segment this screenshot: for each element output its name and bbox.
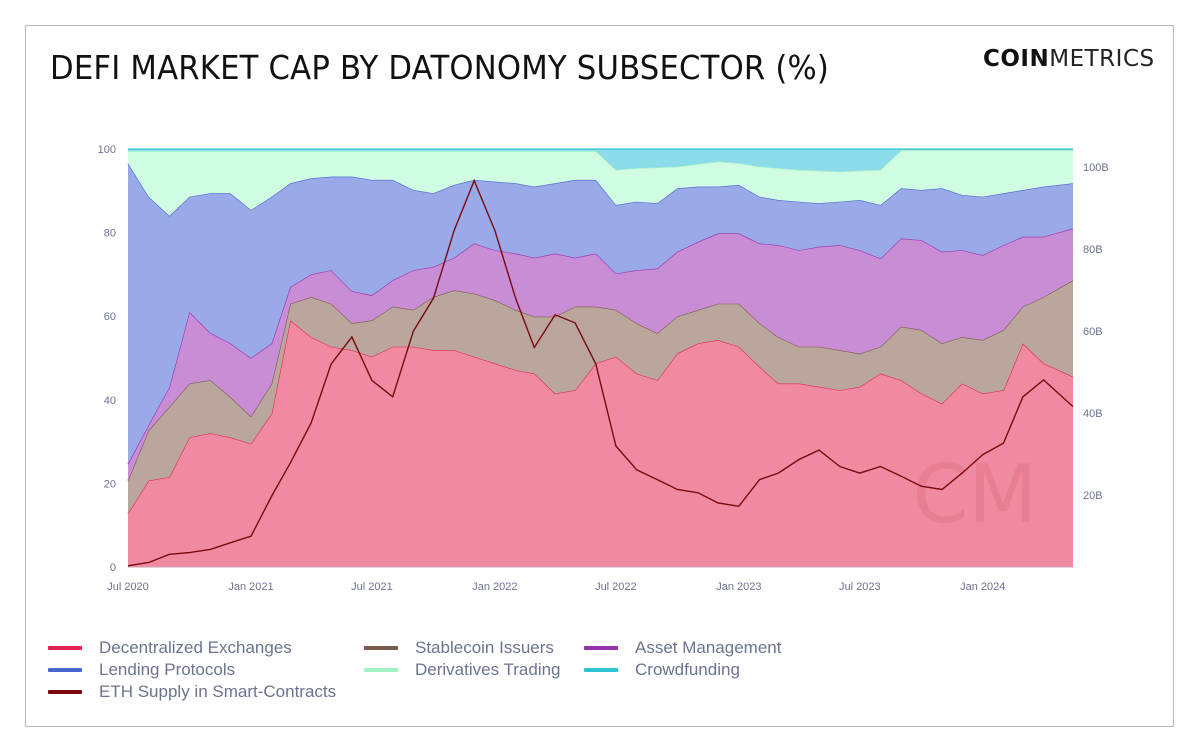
line-eth-supply [127,178,1074,567]
legend-item-lending[interactable]: Lending Protocols [48,660,235,680]
legend-item-stablecoin[interactable]: Stablecoin Issuers [364,638,554,658]
legend-swatch [48,690,82,694]
logo-bold: COIN [983,46,1050,72]
x-tick-label: Jan 2022 [472,581,517,593]
legend-swatch [48,646,82,650]
legend-item-asset-management[interactable]: Asset Management [584,638,781,658]
legend-swatch [364,668,398,672]
x-tick-label: Jan 2023 [716,581,761,593]
x-tick-label: Jan 2021 [228,581,273,593]
y2-tick-label: 20B [1083,490,1103,502]
y-tick-label: 100 [98,144,116,156]
chart-frame [25,25,1174,727]
legend-label: Derivatives Trading [415,660,561,679]
area-decentralized-exchanges [128,320,1073,567]
y-tick-label: 0 [110,562,116,574]
area-lending-protocols [128,163,1073,464]
y2-tick-label: 80B [1083,244,1103,256]
legend-item-dex[interactable]: Decentralized Exchanges [48,638,292,658]
legend-swatch [584,646,618,650]
area-stablecoin-issuers [128,280,1073,514]
legend-label: Asset Management [635,638,782,657]
x-tick-label: Jul 2021 [351,581,393,593]
y-tick-label: 60 [104,311,116,323]
x-tick-label: Jul 2022 [595,581,637,593]
y-tick-label: 20 [104,478,116,490]
x-tick-label: Jul 2020 [107,581,149,593]
y2-tick-label: 60B [1083,326,1103,338]
x-tick-label: Jul 2023 [839,581,881,593]
y-tick-label: 40 [104,395,116,407]
legend-swatch [48,668,82,672]
watermark-logo: CM [913,448,1038,541]
legend-label: Stablecoin Issuers [415,638,554,657]
chart-title: DEFI MARKET CAP BY DATONOMY SUBSECTOR (%… [50,48,830,87]
legend-item-eth-supply[interactable]: ETH Supply in Smart-Contracts [48,682,336,702]
legend-item-crowdfunding[interactable]: Crowdfunding [584,660,740,680]
area-crowdfunding [128,149,1073,172]
legend-label: Decentralized Exchanges [99,638,292,657]
legend-swatch [364,646,398,650]
area-asset-management [128,228,1073,481]
legend-swatch [584,668,618,672]
coinmetrics-logo: COINMETRICS [983,46,1155,72]
area-derivatives-trading [128,150,1073,216]
legend-label: Crowdfunding [635,660,740,679]
y-tick-label: 80 [104,228,116,240]
x-tick-label: Jan 2024 [960,581,1005,593]
logo-light: METRICS [1049,46,1155,72]
y2-tick-label: 100B [1083,162,1109,174]
legend-label: Lending Protocols [99,660,236,679]
legend-label: ETH Supply in Smart-Contracts [99,682,337,701]
legend-item-derivatives[interactable]: Derivatives Trading [364,660,561,680]
y2-tick-label: 40B [1083,408,1103,420]
